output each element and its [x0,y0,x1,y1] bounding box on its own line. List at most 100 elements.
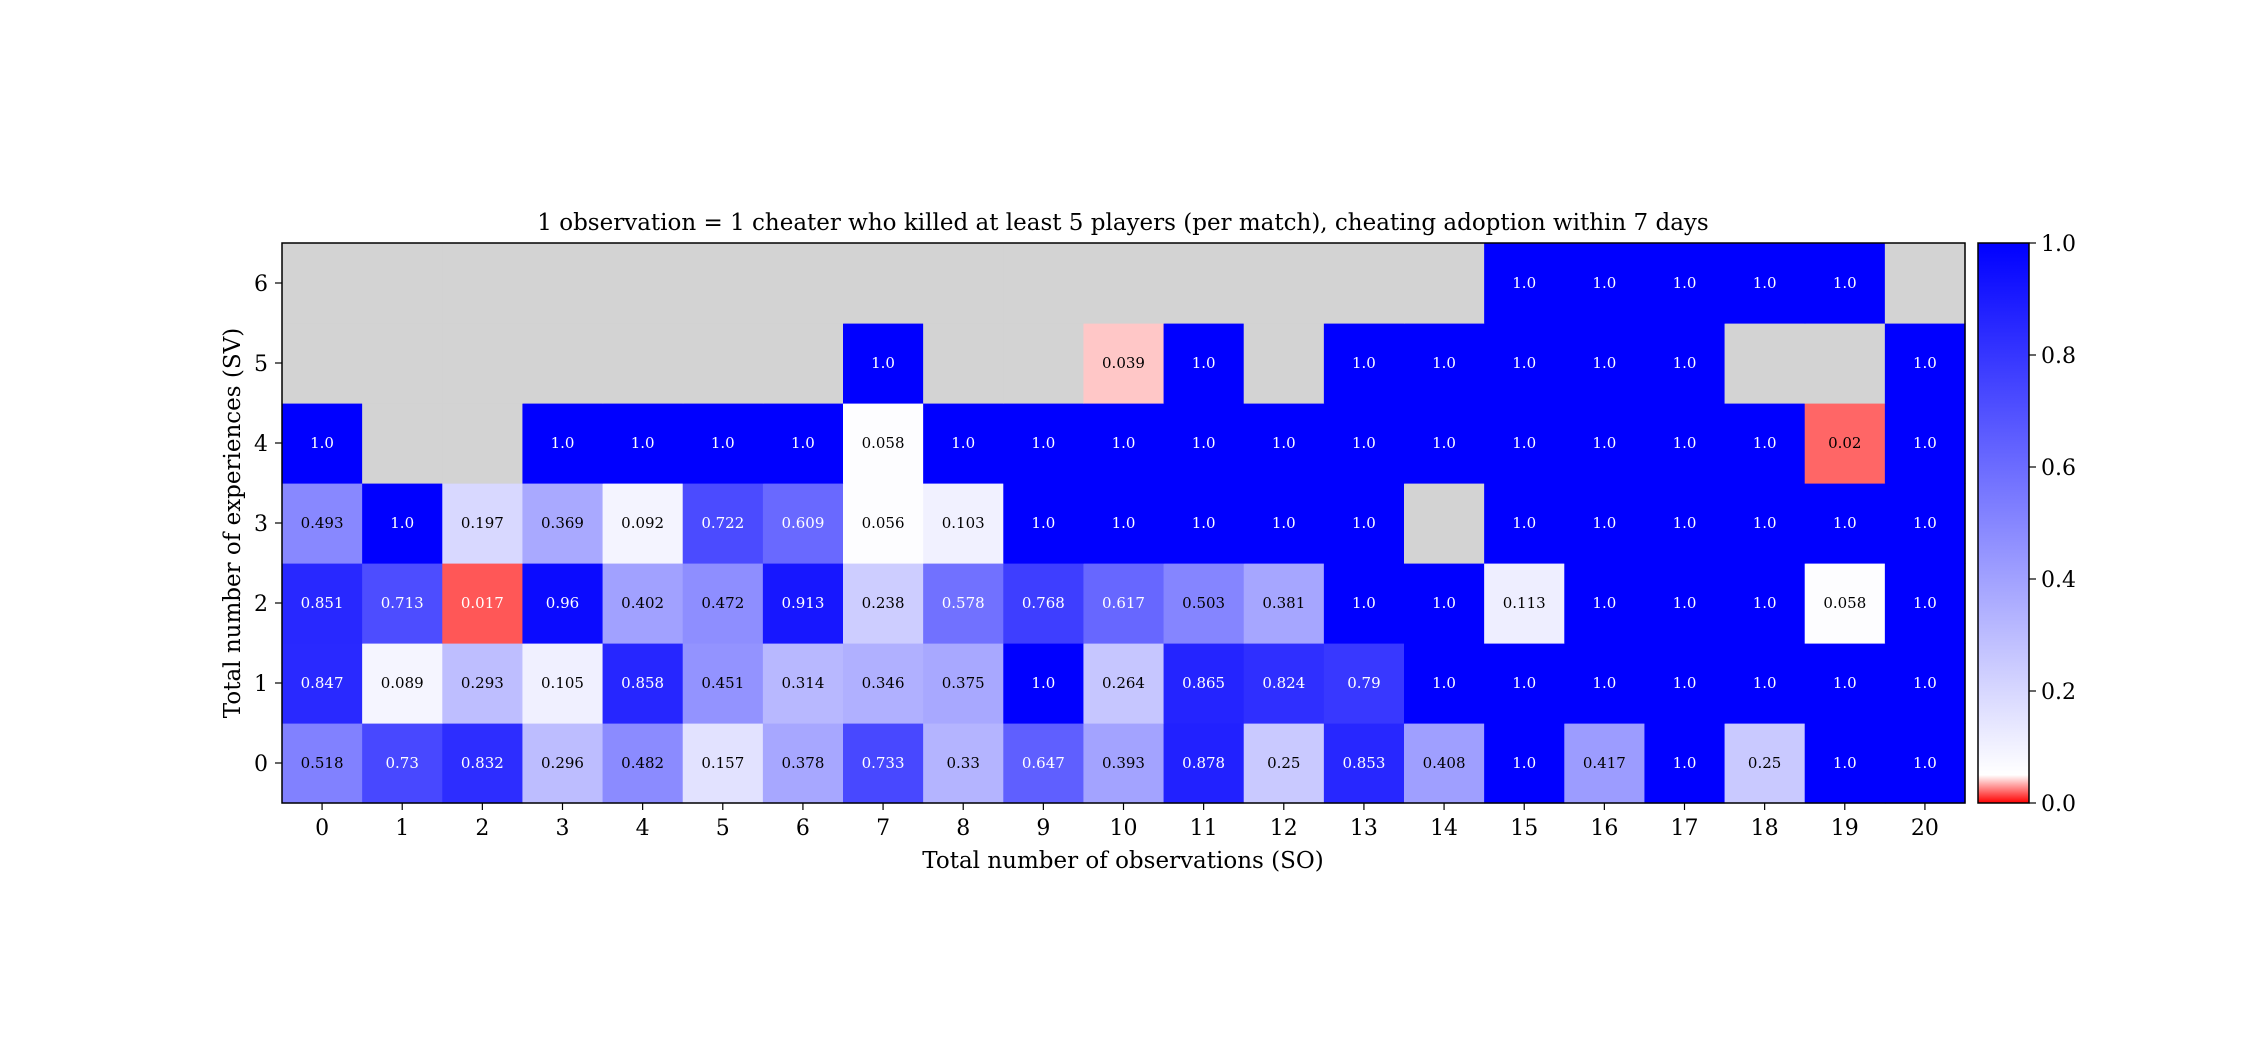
heatmap-cell [1003,403,1085,484]
heatmap-cell [522,403,604,484]
heatmap-cell [1564,723,1646,804]
heatmap-cell [1724,243,1806,324]
y-tick-label: 1 [254,672,268,697]
heatmap-cell [282,403,363,484]
cell-value-label: 1.0 [1352,434,1376,452]
cell-value-label: 0.346 [862,674,905,692]
cell-value-label: 1.0 [1432,674,1456,692]
heatmap-cell [682,643,764,724]
heatmap-cell [1484,323,1565,404]
heatmap-cell [1083,243,1165,324]
cell-value-label: 0.056 [862,514,905,532]
heatmap-cell [1243,723,1325,804]
heatmap-cell [1404,723,1485,804]
heatmap-cell [1564,563,1646,644]
x-axis-label: Total number of observations (SO) [922,848,1323,874]
x-tick-label: 8 [956,816,970,841]
cell-value-label: 1.0 [1913,514,1937,532]
cell-value-label: 1.0 [1272,514,1296,532]
heatmap-cell [1644,483,1726,564]
cell-value-label: 0.518 [301,754,344,772]
cell-value-label: 0.722 [701,514,744,532]
heatmap-cell [522,243,604,324]
heatmap-cell [682,723,764,804]
heatmap-cell [1804,563,1886,644]
cell-value-label: 1.0 [1031,514,1055,532]
heatmap-cell [1484,483,1565,564]
heatmap-cell [1644,323,1726,404]
heatmap-cell [923,643,1004,724]
cell-value-label: 1.0 [1112,434,1136,452]
heatmap-cell [1003,323,1085,404]
heatmap-cell [1404,563,1485,644]
cell-value-label: 0.25 [1748,754,1781,772]
heatmap-cell [442,323,524,404]
colorbar-tick-label: 0.0 [2041,792,2076,817]
x-tick-label: 16 [1590,816,1618,841]
heatmap-cell [762,483,844,564]
x-tick-label: 1 [395,816,409,841]
heatmap-cell [1163,483,1245,564]
cell-value-label: 0.378 [781,754,824,772]
heatmap-cell [1083,563,1165,644]
heatmap-cell [923,243,1004,324]
y-tick-label: 5 [254,352,268,377]
heatmap-cell [923,563,1004,644]
heatmap-cell [762,323,844,404]
heatmap-cell [1323,643,1405,724]
cell-value-label: 1.0 [1192,434,1216,452]
heatmap-cell [1083,483,1165,564]
x-tick-label: 10 [1110,816,1138,841]
heatmap-cell [1163,403,1245,484]
heatmap-cell [1163,723,1245,804]
heatmap-cell [762,243,844,324]
heatmap-cell [1884,483,1966,564]
y-axis: 0 1 2 3 4 5 6 [254,272,282,777]
cell-value-label: 0.617 [1102,594,1145,612]
heatmap-cell [1724,563,1806,644]
heatmap-cell [1644,243,1726,324]
colorbar-tick-label: 0.2 [2041,680,2076,705]
cell-value-label: 0.381 [1262,594,1305,612]
heatmap-cell [1884,403,1966,484]
heatmap-cell [923,723,1004,804]
cell-value-label: 1.0 [551,434,575,452]
x-tick-label: 7 [876,816,890,841]
heatmap-cell [1163,243,1245,324]
heatmap-cell [282,243,363,324]
cell-value-label: 1.0 [1432,434,1456,452]
cell-value-label: 1.0 [1112,514,1136,532]
heatmap-cell [442,723,524,804]
heatmap-cell [1484,723,1565,804]
heatmap-cell [1804,483,1886,564]
heatmap-cell [1243,243,1325,324]
x-tick-label: 6 [796,816,810,841]
cell-value-label: 1.0 [1913,434,1937,452]
cell-value-label: 0.417 [1583,754,1626,772]
cell-value-label: 1.0 [1833,754,1857,772]
cell-value-label: 0.039 [1102,354,1145,372]
heatmap-cell [1163,643,1245,724]
cell-value-label: 0.609 [781,514,824,532]
heatmap-cell [442,483,524,564]
heatmap-cell [1163,323,1245,404]
x-tick-label: 2 [475,816,489,841]
cell-value-label: 1.0 [1432,594,1456,612]
heatmap-cell [762,723,844,804]
heatmap-cell [1323,403,1405,484]
heatmap-cell [843,723,924,804]
x-tick-label: 9 [1036,816,1050,841]
heatmap-cell [923,323,1004,404]
heatmap-cell [602,483,684,564]
cell-value-label: 0.451 [701,674,744,692]
cell-value-label: 0.058 [862,434,905,452]
heatmap-cell [1243,323,1325,404]
cell-value-label: 1.0 [1352,594,1376,612]
heatmap-cell [362,723,443,804]
heatmap-cell [442,643,524,724]
x-tick-label: 3 [556,816,570,841]
cell-value-label: 0.853 [1342,754,1385,772]
heatmap-cell [282,323,363,404]
cell-value-label: 1.0 [1592,274,1616,292]
cell-value-label: 1.0 [1673,594,1697,612]
